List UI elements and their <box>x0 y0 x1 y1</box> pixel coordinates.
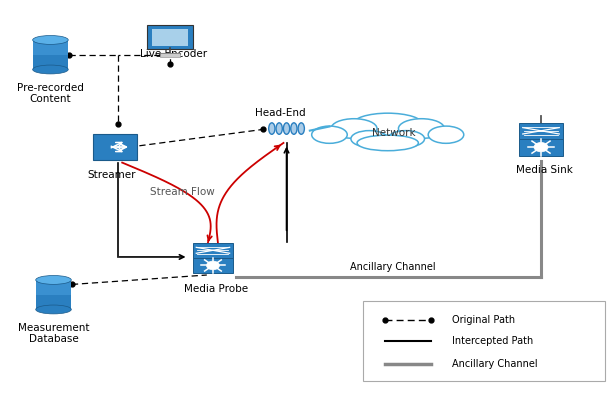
Text: Pre-recorded
Content: Pre-recorded Content <box>17 83 84 104</box>
FancyBboxPatch shape <box>160 54 180 57</box>
FancyBboxPatch shape <box>363 301 606 381</box>
Bar <box>36 280 71 309</box>
Bar <box>36 280 71 295</box>
Ellipse shape <box>283 123 290 134</box>
Text: Live Encoder: Live Encoder <box>140 49 206 59</box>
FancyBboxPatch shape <box>147 25 193 49</box>
FancyBboxPatch shape <box>93 135 137 159</box>
FancyBboxPatch shape <box>193 243 233 258</box>
Ellipse shape <box>298 123 304 134</box>
Ellipse shape <box>291 123 297 134</box>
Text: Measurement
Database: Measurement Database <box>18 323 89 344</box>
Text: Media Probe: Media Probe <box>184 285 248 294</box>
Text: Ancillary Channel: Ancillary Channel <box>349 262 435 272</box>
Text: Intercepted Path: Intercepted Path <box>452 336 533 346</box>
FancyBboxPatch shape <box>519 139 563 156</box>
Ellipse shape <box>351 131 387 147</box>
Ellipse shape <box>33 65 68 74</box>
Ellipse shape <box>36 275 71 285</box>
Text: Stream Flow: Stream Flow <box>150 187 214 197</box>
Ellipse shape <box>399 119 444 138</box>
FancyBboxPatch shape <box>152 29 188 46</box>
Bar <box>33 40 68 69</box>
Ellipse shape <box>312 126 347 143</box>
Text: Head-End: Head-End <box>255 108 306 118</box>
Ellipse shape <box>276 123 282 134</box>
Circle shape <box>206 261 219 270</box>
Text: Ancillary Channel: Ancillary Channel <box>452 358 538 369</box>
Text: Media Sink: Media Sink <box>516 166 572 176</box>
Text: Original Path: Original Path <box>452 315 515 325</box>
FancyBboxPatch shape <box>519 123 563 139</box>
Text: Streamer: Streamer <box>87 170 136 180</box>
Ellipse shape <box>428 126 464 143</box>
Bar <box>33 40 68 55</box>
Circle shape <box>534 142 548 152</box>
Ellipse shape <box>357 135 418 151</box>
FancyBboxPatch shape <box>193 258 233 273</box>
Ellipse shape <box>331 119 377 138</box>
Ellipse shape <box>269 123 275 134</box>
Ellipse shape <box>352 113 423 136</box>
Ellipse shape <box>36 305 71 314</box>
Ellipse shape <box>387 131 424 147</box>
Ellipse shape <box>33 36 68 44</box>
Text: Network: Network <box>372 128 416 138</box>
